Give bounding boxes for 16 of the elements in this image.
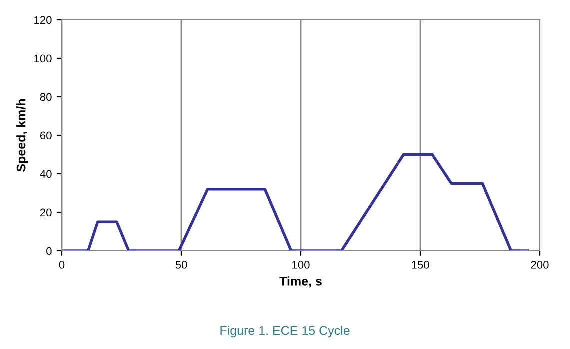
- x-tick-label: 50: [176, 261, 188, 269]
- y-tick-label: 0: [46, 247, 52, 256]
- x-tick-label: 0: [59, 261, 65, 269]
- line-series: [62, 153, 530, 251]
- y-tick-label: 100: [34, 54, 52, 63]
- caption: Figure 1. ECE 15 Cycle: [220, 326, 350, 338]
- y-tick-label: 80: [40, 93, 52, 102]
- y-tick-label: 60: [40, 132, 52, 140]
- y-tick-label: 40: [40, 170, 52, 178]
- x-tick-label: 200: [531, 261, 549, 269]
- y-tick-label: 20: [40, 208, 52, 217]
- y-tick-label: 120: [34, 16, 52, 24]
- x-tick-label: 150: [412, 261, 430, 269]
- y-axis-title: Speed, km/h: [16, 99, 28, 172]
- x-axis-title: Time, s: [280, 276, 322, 288]
- x-tick-label: 100: [292, 261, 310, 269]
